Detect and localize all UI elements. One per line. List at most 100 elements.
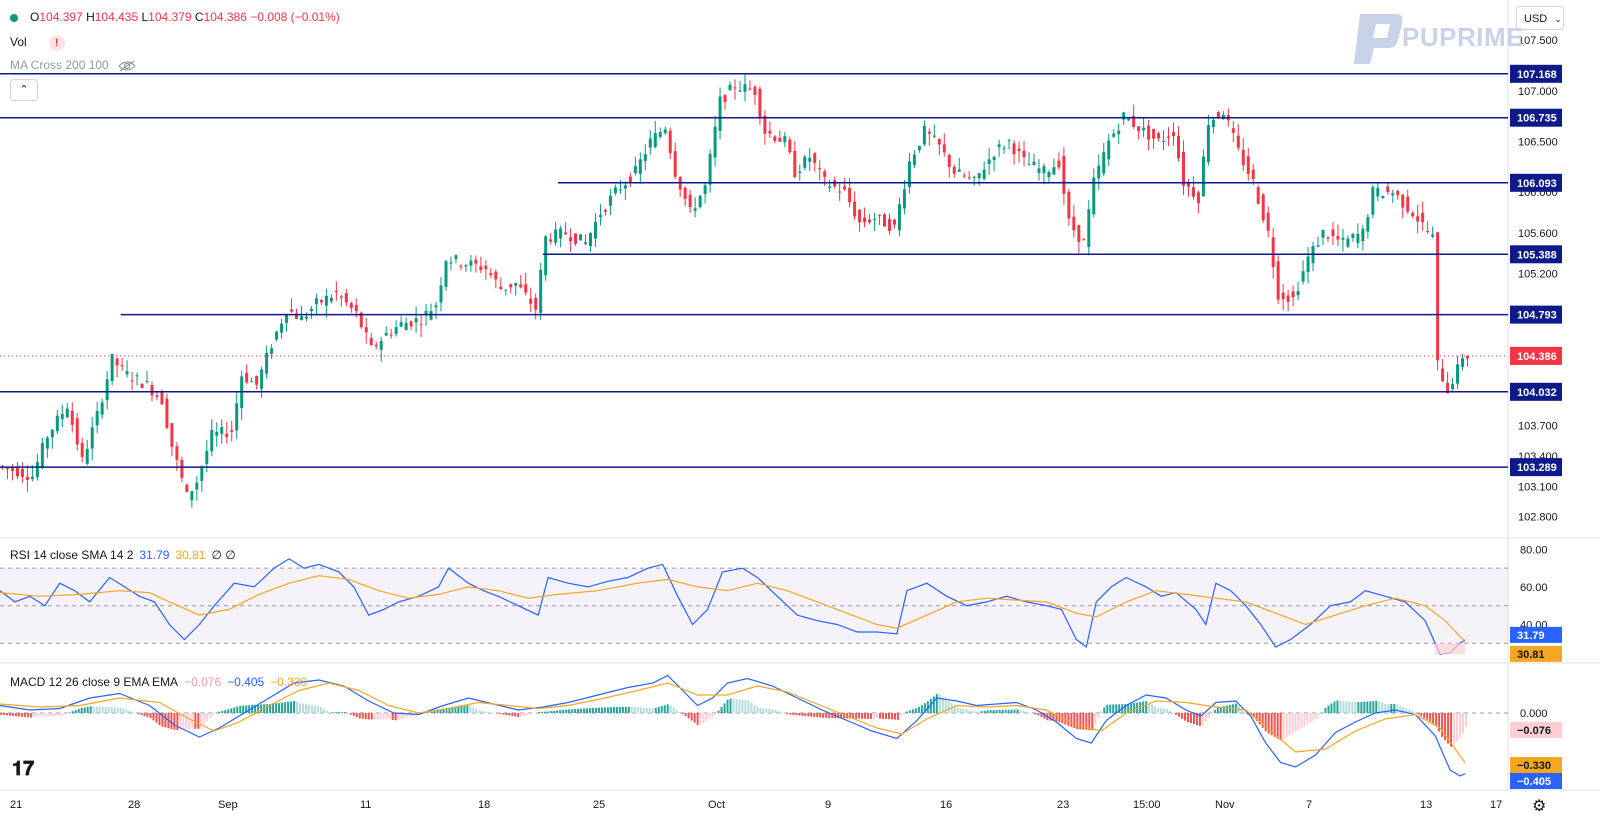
level-price-tag <box>1510 64 1562 83</box>
eye-hidden-icon[interactable] <box>118 60 136 72</box>
candle-body <box>180 460 184 478</box>
candle-body <box>593 221 597 239</box>
macd-signal-tag <box>1510 757 1562 773</box>
candle-body <box>40 443 44 467</box>
ma-cross-legend[interactable]: MA Cross 200 100 <box>10 58 136 72</box>
macd-histogram-bar <box>1282 713 1285 740</box>
macd-histogram-bar <box>1154 706 1157 713</box>
candle-body <box>195 482 199 490</box>
macd-histogram-bar <box>242 705 245 713</box>
candle-body <box>235 403 239 431</box>
macd-histogram-bar <box>971 710 974 713</box>
candle-body <box>1007 140 1011 142</box>
candle-body <box>384 332 388 336</box>
macd-histogram-bar <box>104 706 107 713</box>
macd-histogram-bar <box>484 711 487 713</box>
candle-body <box>5 467 9 469</box>
rsi-legend[interactable]: RSI 14 close SMA 14 2 31.79 30.81 ∅ ∅ <box>10 548 236 562</box>
time-axis-label: 21 <box>10 799 22 811</box>
macd-histogram-bar <box>128 710 131 713</box>
macd-histogram-bar <box>1151 704 1154 713</box>
macd-histogram-bar <box>586 708 589 713</box>
macd-histogram-bar <box>334 712 337 713</box>
candle-body <box>1326 237 1330 239</box>
macd-histogram-bar <box>953 705 956 713</box>
candle-body <box>285 314 289 323</box>
macd-histogram-bar <box>624 706 627 713</box>
rsi-tick-label: 80.00 <box>1520 544 1548 556</box>
candle-body <box>419 324 423 326</box>
price-tick-label: 107.500 <box>1518 35 1558 47</box>
macd-histogram-bar <box>532 713 535 714</box>
macd-histogram-bar <box>929 698 932 713</box>
macd-histogram-bar <box>466 705 469 713</box>
candle-body <box>892 219 896 225</box>
macd-histogram-bar <box>101 706 104 713</box>
candle-body <box>853 201 857 217</box>
time-axis-label: 11 <box>360 799 371 811</box>
candle-body <box>708 153 712 185</box>
macd-histogram-bar <box>1270 713 1273 736</box>
macd-histogram-bar <box>526 713 529 716</box>
macd-histogram-bar <box>1198 713 1201 726</box>
level-price-label: 107.168 <box>1517 69 1557 81</box>
gear-icon[interactable]: ⚙ <box>1532 798 1547 815</box>
ohlc-key-o: O <box>30 10 40 24</box>
last-price-tag <box>1510 346 1562 365</box>
candle-body <box>653 132 657 148</box>
candle-body <box>265 352 269 374</box>
macd-histogram-bar <box>1375 701 1378 713</box>
macd-histogram-bar <box>370 713 373 720</box>
candle-body <box>1466 356 1470 359</box>
macd-legend[interactable]: MACD 12 26 close 9 EMA EMA −0.076 −0.405 −0… <box>10 675 307 689</box>
macd-histogram-bar <box>1127 703 1130 713</box>
macd-histogram-bar <box>373 713 376 720</box>
macd-histogram-bar <box>696 713 699 725</box>
macd-histogram-bar <box>1043 713 1046 719</box>
macd-histogram-bar <box>400 713 403 719</box>
macd-histogram-bar <box>1264 713 1267 732</box>
candle-body <box>1241 149 1245 166</box>
macd-histogram-bar <box>469 705 472 713</box>
candle-body <box>185 484 189 492</box>
tradingview-logo[interactable]: 𝟏𝟕 <box>12 758 35 780</box>
macd-histogram-bar <box>947 701 950 713</box>
macd-histogram-bar <box>959 708 962 713</box>
candle-body <box>897 204 901 231</box>
warning-icon[interactable]: ! <box>48 35 65 51</box>
volume-legend[interactable]: Vol! <box>10 35 65 51</box>
macd-histogram-bar <box>161 713 164 727</box>
currency-selector[interactable]: USD ⌄ <box>1516 6 1564 30</box>
candle-body <box>299 316 303 321</box>
collapse-legend-button[interactable]: ⌃ <box>10 79 38 101</box>
macd-histogram-bar <box>759 707 762 713</box>
candle-body <box>1376 187 1380 197</box>
macd-histogram-bar <box>508 713 511 716</box>
candle-body <box>369 338 373 345</box>
macd-histogram-bar <box>1189 713 1192 724</box>
macd-histogram-bar <box>774 710 777 713</box>
macd-histogram-bar <box>346 713 349 714</box>
candle-body <box>1196 192 1200 204</box>
candle-body <box>344 293 348 303</box>
rsi-line <box>0 558 1466 656</box>
time-axis-label: 18 <box>478 799 490 811</box>
macd-histogram-bar <box>47 713 50 716</box>
macd-histogram-bar <box>723 703 726 713</box>
macd-histogram-bar <box>1109 704 1112 713</box>
macd-histogram-bar <box>71 711 74 713</box>
macd-histogram-bar <box>1204 713 1207 722</box>
candle-body <box>658 132 662 137</box>
candle-body <box>813 153 817 163</box>
macd-histogram-bar <box>310 705 313 713</box>
candle-body <box>1172 131 1176 137</box>
macd-histogram-bar <box>1315 713 1318 719</box>
macd-histogram-bar <box>1321 711 1324 713</box>
macd-histogram-bar <box>1028 712 1031 714</box>
candle-body <box>260 369 264 389</box>
candle-body <box>519 284 523 288</box>
candle-body <box>1206 125 1210 163</box>
macd-histogram-bar <box>29 713 32 718</box>
candle-body <box>1092 177 1096 215</box>
